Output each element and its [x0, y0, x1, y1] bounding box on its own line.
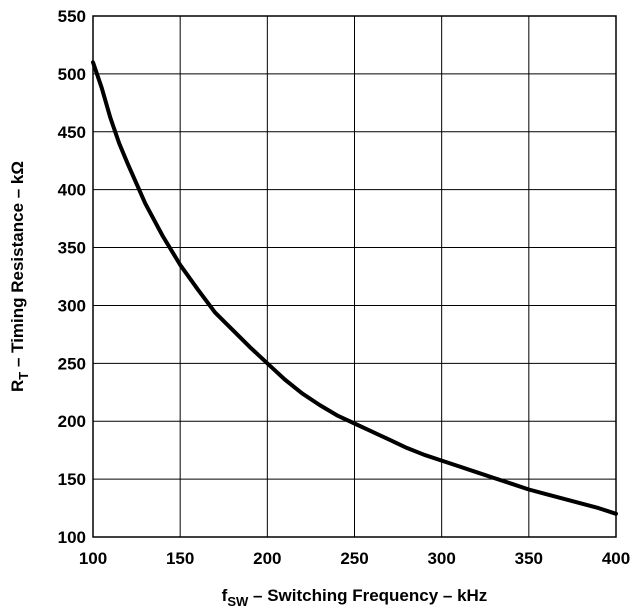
y-axis-tick-labels: 100 150 200 250 300 350 400 450 500 550	[58, 7, 86, 547]
y-axis-title-prefix: R	[8, 380, 27, 392]
grid	[92, 15, 617, 538]
x-tick-label: 350	[515, 549, 543, 568]
series-line-timing-resistance	[91, 60, 618, 516]
y-axis-title: RT – Timing Resistance – kΩ	[8, 161, 31, 392]
y-tick-label: 500	[58, 65, 86, 84]
y-tick-label: 150	[58, 470, 86, 489]
x-tick-label: 150	[166, 549, 194, 568]
x-axis-tick-labels: 100 150 200 250 300 350 400	[79, 549, 630, 568]
y-tick-label: 450	[58, 123, 86, 142]
y-tick-label: 400	[58, 181, 86, 200]
x-axis-title-prefix: f	[222, 586, 228, 605]
x-axis-title-rest: – Switching Frequency – kHz	[248, 586, 487, 605]
x-axis-title-subscript: SW	[227, 594, 249, 609]
y-tick-label: 350	[58, 239, 86, 258]
y-tick-label: 200	[58, 412, 86, 431]
x-tick-label: 250	[340, 549, 368, 568]
plot-area-frame	[92, 15, 617, 538]
y-tick-label: 250	[58, 354, 86, 373]
x-tick-label: 100	[79, 549, 107, 568]
x-axis-title: fSW – Switching Frequency – kHz	[222, 586, 488, 609]
x-tick-label: 300	[427, 549, 455, 568]
x-tick-label: 200	[253, 549, 281, 568]
y-tick-label: 100	[58, 528, 86, 547]
y-axis-title-subscript: T	[16, 372, 31, 380]
y-tick-label: 550	[58, 7, 86, 26]
y-tick-label: 300	[58, 296, 86, 315]
x-tick-label: 400	[602, 549, 630, 568]
y-axis-title-rest: – Timing Resistance – kΩ	[8, 161, 27, 372]
